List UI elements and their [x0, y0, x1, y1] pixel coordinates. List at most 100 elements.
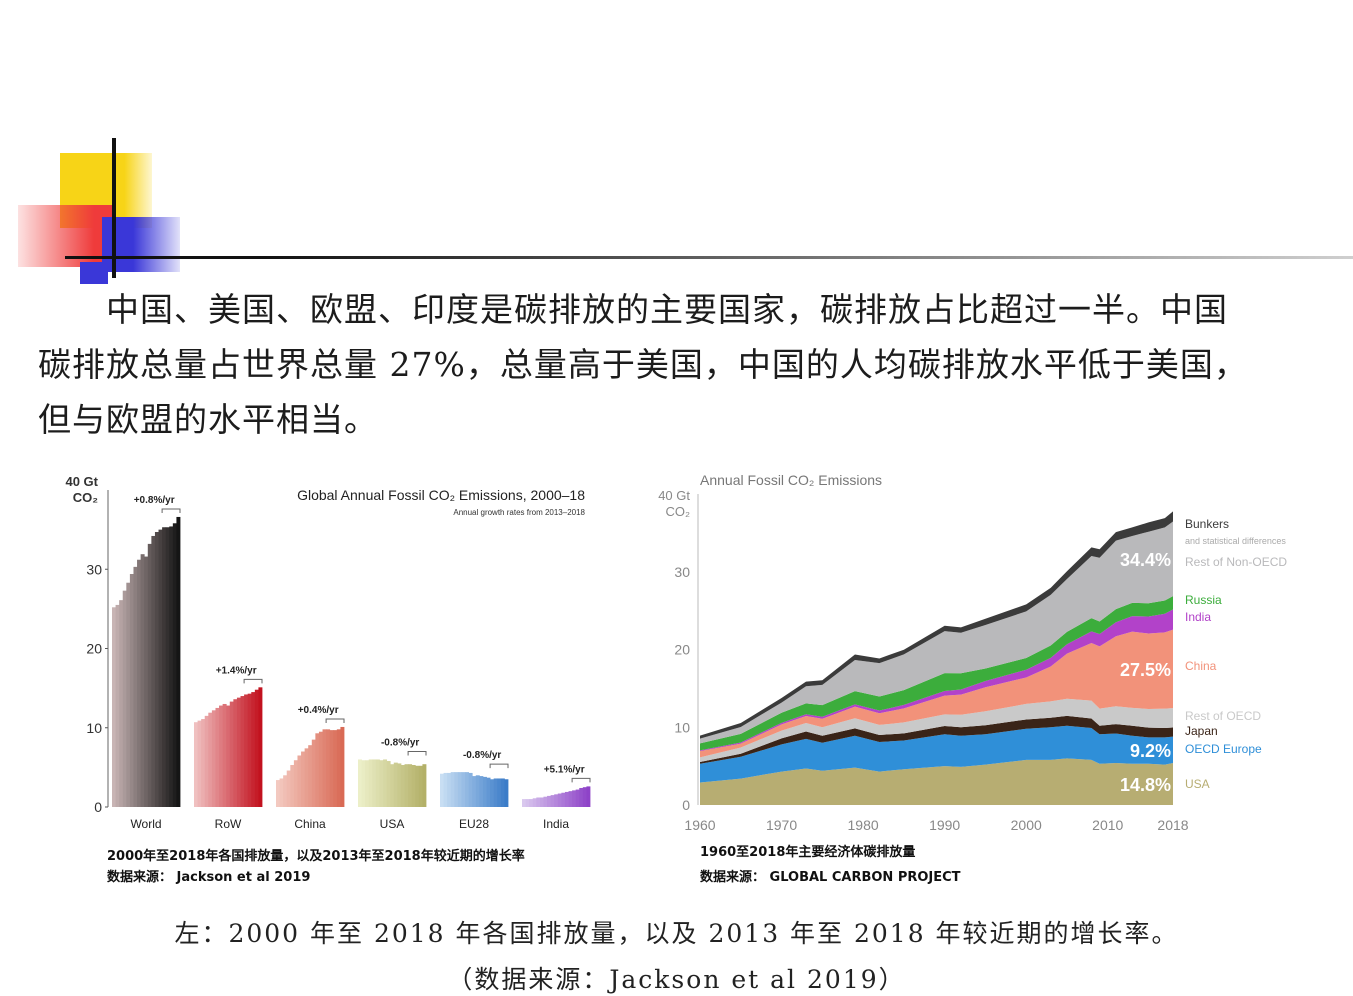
growth-rate-label: +0.8%/yr: [134, 495, 175, 506]
bar-group-world: World +0.8%/yr: [112, 495, 181, 831]
area-japan: [700, 715, 1173, 764]
x-tick-label: RoW: [215, 817, 242, 831]
bar-group-india: India +5.1%/yr: [522, 764, 591, 831]
right-x-tick: 2010: [1092, 817, 1123, 833]
bar: [311, 739, 316, 807]
bar: [465, 772, 470, 807]
growth-rate-label: -0.8%/yr: [381, 737, 419, 748]
x-tick-label: EU28: [459, 817, 489, 831]
series-label: Rest of Non-OECD: [1185, 555, 1287, 569]
bar: [169, 526, 174, 807]
bar: [404, 764, 409, 807]
bar: [172, 523, 177, 807]
bar: [472, 776, 477, 807]
bar: [329, 730, 334, 807]
bar: [422, 764, 427, 807]
bar: [497, 778, 502, 807]
bar: [326, 729, 331, 807]
bottom-caption-line-2: （数据来源：Jackson et al 2019）: [447, 965, 906, 994]
bar: [254, 689, 259, 807]
bar: [229, 701, 234, 807]
bar: [468, 772, 473, 807]
main-paragraph: 中国、美国、欧盟、印度是碳排放的主要国家，碳排放占比超过一半。中国 碳排放总量占…: [38, 282, 1348, 447]
bar: [251, 692, 256, 807]
bar: [440, 773, 444, 807]
paragraph-line-2: 碳排放总量占世界总量 27%，总量高于美国，中国的人均碳排放水平低于美国，: [38, 345, 1248, 384]
bar: [162, 527, 167, 807]
series-label: China: [1185, 659, 1217, 673]
right-area-chart: Annual Fossil CO₂ Emissions 40 Gt CO₂ 0 1…: [658, 472, 1287, 833]
bar: [532, 798, 537, 807]
series-label: Russia: [1185, 593, 1222, 607]
left-y-tick: 30: [86, 561, 102, 577]
bar: [283, 775, 288, 807]
bar: [550, 795, 555, 807]
bar: [358, 759, 362, 807]
left-y-tick: 20: [86, 641, 102, 657]
bar: [137, 559, 142, 807]
bar-group-eu28: EU28 -0.8%/yr: [440, 750, 509, 831]
x-tick-label: China: [294, 817, 326, 831]
bar: [536, 797, 541, 807]
bar: [457, 772, 462, 807]
bar: [290, 764, 295, 807]
bar: [418, 765, 423, 807]
share-label: 27.5%: [1120, 660, 1171, 680]
bar: [504, 779, 509, 807]
bar: [575, 789, 580, 807]
bar: [226, 705, 231, 807]
bar: [582, 787, 587, 807]
deco-vertical-line: [112, 138, 116, 278]
growth-rate-label: +1.4%/yr: [216, 665, 257, 676]
left-y-label-2: CO₂: [73, 490, 99, 505]
right-x-tick: 1980: [848, 817, 879, 833]
growth-rate-label: +0.4%/yr: [298, 705, 339, 716]
left-caption-line-1: 2000年至2018年各国排放量，以及2013年至2018年较近期的增长率: [107, 849, 525, 864]
series-label: Bunkers: [1185, 517, 1229, 531]
bar: [140, 554, 145, 807]
right-y-tick: 0: [682, 797, 690, 813]
right-x-tick: 1970: [766, 817, 797, 833]
bar: [129, 574, 134, 807]
bar: [208, 712, 213, 807]
bar: [315, 733, 320, 807]
bar: [176, 516, 181, 807]
area-rest-of-oecd: [700, 698, 1173, 763]
bar: [211, 710, 216, 807]
bar: [304, 748, 309, 807]
bar: [286, 770, 291, 807]
bar: [490, 779, 495, 807]
bar: [165, 527, 170, 807]
series-label: OECD Europe: [1185, 742, 1262, 756]
area-china: [700, 629, 1173, 758]
area-russia: [700, 596, 1173, 751]
bar: [201, 719, 206, 807]
bar: [386, 761, 391, 807]
paragraph-line-1: 中国、美国、欧盟、印度是碳排放的主要国家，碳排放占比超过一半。中国: [106, 290, 1228, 329]
bar: [415, 765, 420, 807]
growth-rate-label: -0.8%/yr: [463, 750, 501, 761]
bar: [411, 764, 416, 807]
bar: [493, 778, 498, 807]
bar: [297, 755, 302, 807]
series-label: USA: [1185, 777, 1210, 791]
bar: [372, 759, 377, 807]
growth-bracket: [571, 777, 591, 783]
bar: [525, 799, 530, 807]
bar: [572, 790, 577, 807]
bar: [233, 699, 238, 807]
deco-blue-small: [80, 262, 108, 284]
right-x-tick: 1990: [929, 817, 960, 833]
bar: [479, 776, 484, 807]
bottom-caption-line-1: 左：2000 年至 2018 年各国排放量，以及 2013 年至 2018 年较…: [174, 919, 1179, 948]
right-x-tick: 2000: [1011, 817, 1042, 833]
bar: [133, 566, 138, 807]
bar: [301, 751, 306, 807]
share-label: 14.8%: [1120, 775, 1171, 795]
growth-bracket: [325, 718, 345, 723]
bar: [586, 786, 591, 807]
bar: [564, 791, 569, 807]
bar: [158, 529, 163, 807]
right-y-tick: 20: [674, 642, 690, 658]
bar: [447, 772, 452, 807]
